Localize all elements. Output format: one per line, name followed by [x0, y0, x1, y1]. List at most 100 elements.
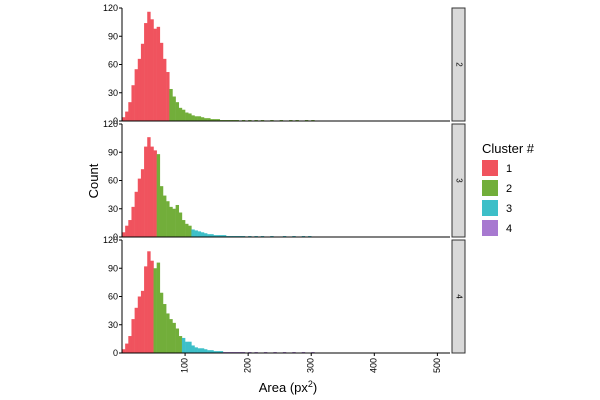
legend-swatch-3 [482, 200, 498, 216]
histogram-bar [134, 307, 139, 353]
histogram-bar [169, 88, 173, 121]
x-tick-label: 400 [369, 358, 379, 373]
histogram-bar [200, 348, 205, 353]
histogram-bar [137, 296, 142, 353]
histogram-bar [172, 208, 176, 237]
histogram-bar [144, 146, 148, 237]
legend-label-2: 2 [506, 183, 512, 195]
histogram-bar [213, 351, 217, 353]
y-tick-label: 90 [108, 147, 118, 157]
y-axis-title: Count [86, 163, 101, 198]
histogram-bar [188, 341, 192, 353]
histogram-bar [185, 223, 189, 237]
legend-swatch-2 [482, 180, 498, 196]
histogram-bar [204, 349, 208, 353]
histogram-bar [219, 351, 224, 353]
histogram-bar [169, 319, 173, 353]
histogram-bar [159, 186, 164, 237]
histogram-bar [163, 195, 167, 237]
histogram-bar [216, 235, 221, 237]
histogram-bar [172, 322, 176, 353]
y-tick-label: 30 [108, 320, 118, 330]
y-tick-label: 0 [113, 232, 118, 242]
histogram-bar [207, 234, 211, 237]
facet-strip [451, 123, 466, 238]
histogram-bar [156, 26, 161, 121]
histogram-bar [128, 102, 132, 121]
histogram-bar [197, 348, 202, 353]
histogram-bar [150, 19, 154, 121]
histogram-bar [194, 230, 198, 237]
histogram-bar [122, 232, 126, 237]
histogram-bar [140, 290, 145, 353]
histogram-bar [197, 116, 202, 121]
facet-panel-3: 0 30 60 90 120 3 [103, 119, 466, 242]
histogram-bar [181, 220, 186, 237]
histogram-bar [200, 232, 205, 237]
facet-strip [451, 7, 466, 122]
histogram-bar [210, 119, 214, 121]
y-tick-label: 0 [113, 116, 118, 126]
legend-title: Cluster # [482, 141, 535, 156]
facet-strip [451, 239, 466, 354]
histogram-bar [172, 96, 176, 121]
y-tick-label: 90 [108, 31, 118, 41]
histogram-bar [191, 229, 195, 237]
facet-strip-label: 3 [454, 178, 463, 183]
histogram-bar [122, 349, 126, 353]
x-tick-label: 100 [179, 358, 189, 373]
legend-label-4: 4 [506, 223, 512, 235]
histogram-bar [156, 154, 161, 237]
histogram-bar [125, 111, 129, 121]
histogram-bar [194, 347, 198, 353]
histogram-bar [128, 336, 132, 353]
facet-strip-label: 4 [454, 294, 463, 299]
histogram-bar [163, 304, 167, 353]
histogram-bar [125, 225, 129, 237]
histogram-bar [181, 337, 186, 353]
histogram-bar [216, 119, 221, 121]
y-tick-label: 120 [103, 235, 118, 245]
histogram-bar [134, 69, 139, 121]
histogram-bar [204, 118, 208, 121]
histogram-bar [185, 112, 189, 121]
histogram-bar [128, 220, 132, 237]
histogram-bar [159, 292, 164, 353]
legend-label-1: 1 [506, 163, 512, 175]
x-tick-label: 300 [306, 358, 316, 373]
histogram-bar [210, 350, 214, 353]
histogram-bar [153, 28, 157, 121]
y-tick-label: 120 [103, 119, 118, 129]
histogram-bar [216, 351, 221, 353]
histogram-bar [185, 341, 189, 353]
histogram-bar [153, 150, 157, 237]
histogram-bar [163, 58, 167, 121]
histogram-bar [210, 234, 214, 237]
y-tick-label: 60 [108, 60, 118, 70]
histogram-bar [156, 262, 161, 353]
histogram-bar [131, 319, 135, 353]
histogram-bar [131, 85, 135, 121]
legend: Cluster # 1 2 3 4 [482, 141, 535, 236]
histogram-bar [191, 345, 195, 353]
histogram-bar [213, 235, 217, 237]
y-tick-label: 60 [108, 176, 118, 186]
histogram-bar [191, 115, 195, 121]
histogram-bar [178, 212, 183, 237]
histogram-bar [125, 343, 129, 353]
facet-strip-label: 2 [454, 62, 463, 67]
histogram-bar [219, 235, 224, 237]
x-axis: 100 200 300 400 500 [179, 353, 442, 373]
histogram-bar [181, 109, 186, 121]
histogram-bar [194, 116, 198, 121]
y-tick-label: 0 [113, 348, 118, 358]
histogram-bar [144, 266, 148, 353]
histogram-bar [153, 268, 157, 353]
histogram-bar [131, 206, 135, 237]
histogram-bar [175, 102, 180, 121]
histogram-bar [175, 328, 180, 353]
histogram-bar [188, 113, 192, 121]
x-axis-title: Area (px2) [259, 379, 318, 395]
